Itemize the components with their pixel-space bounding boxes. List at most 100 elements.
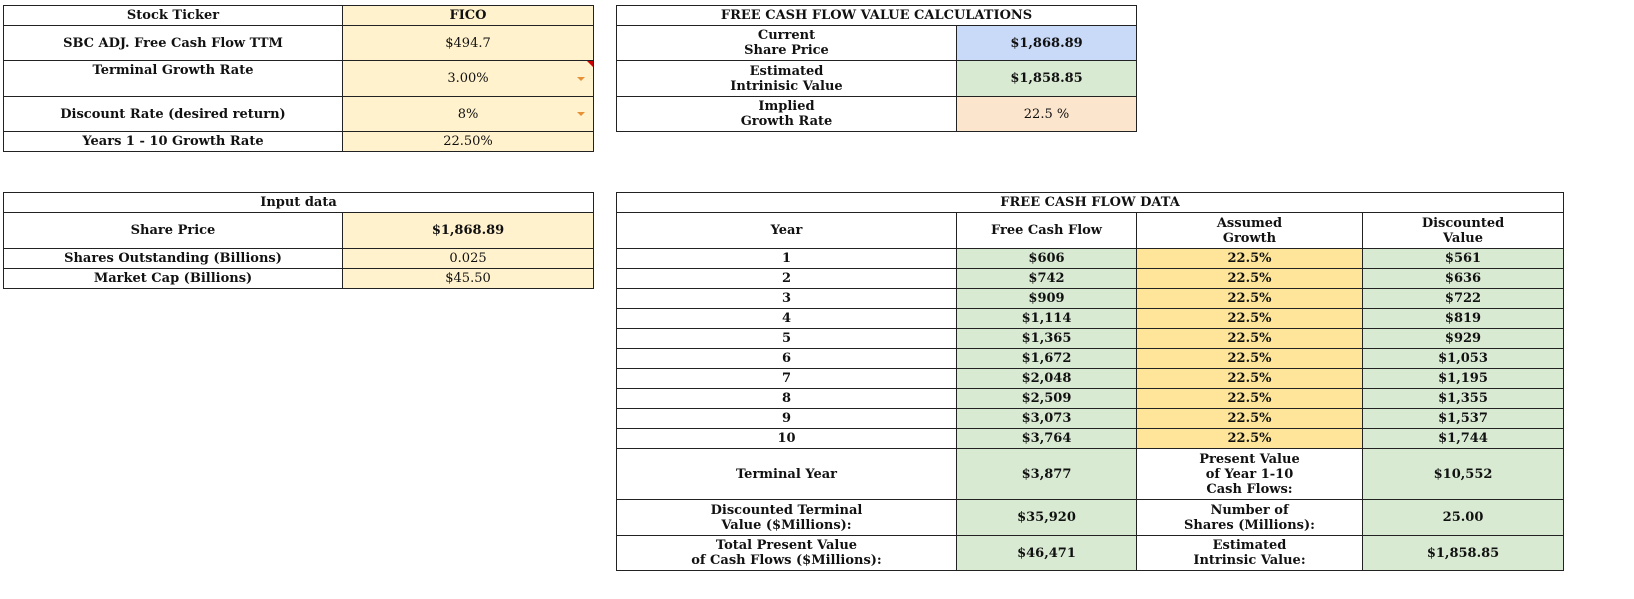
ticker-input[interactable]: FICO <box>342 5 594 26</box>
summary-row: Discounted Terminal Value ($Millions): $… <box>616 499 1565 536</box>
intrinsic-value-value[interactable]: $1,858.85 <box>955 60 1138 97</box>
terminal-year-label: Terminal Year <box>616 448 957 500</box>
market-cap-value[interactable]: $45.50 <box>341 268 595 289</box>
growth-cell[interactable]: 22.5% <box>1136 268 1363 289</box>
year-cell[interactable]: 9 <box>616 408 957 429</box>
current-price-label: Current Share Price <box>616 25 957 61</box>
total-pv-label: Total Present Value of Cash Flows ($Mill… <box>616 535 957 571</box>
year-cell[interactable]: 7 <box>616 368 957 389</box>
growth-cell[interactable]: 22.5% <box>1136 388 1363 409</box>
shares-outstanding-label: Shares Outstanding (Billions) <box>3 248 343 269</box>
fcf-cell[interactable]: $606 <box>956 248 1137 269</box>
input-data-title: Input data <box>2 192 595 213</box>
fcf-cell[interactable]: $2,509 <box>956 388 1137 409</box>
discount-rate-label: Discount Rate (desired return) <box>3 96 343 132</box>
discounted-cell[interactable]: $819 <box>1361 308 1565 329</box>
summary-row: Terminal Year $3,877 Present Value of Ye… <box>616 448 1565 500</box>
comment-indicator-icon[interactable] <box>587 61 593 67</box>
terminal-growth-label: Terminal Growth Rate <box>3 60 343 97</box>
table-row: 7 $2,048 22.5% $1,195 <box>616 368 1565 389</box>
discounted-cell[interactable]: $561 <box>1361 248 1565 269</box>
table-row: 4 $1,114 22.5% $819 <box>616 308 1565 329</box>
discounted-terminal-label: Discounted Terminal Value ($Millions): <box>616 499 957 536</box>
implied-growth-label: Implied Growth Rate <box>616 96 957 132</box>
intrinsic-value-label: Estimated Intrinisic Value <box>616 60 957 97</box>
fcf-cell[interactable]: $2,048 <box>956 368 1137 389</box>
year-cell[interactable]: 5 <box>616 328 957 349</box>
number-of-shares-value[interactable]: 25.00 <box>1361 499 1565 536</box>
discounted-cell[interactable]: $1,537 <box>1361 408 1565 429</box>
table-row: 10 $3,764 22.5% $1,744 <box>616 428 1565 449</box>
estimated-intrinsic-value[interactable]: $1,858.85 <box>1361 535 1565 571</box>
fcf-cell[interactable]: $3,073 <box>956 408 1137 429</box>
fcf-cell[interactable]: $742 <box>956 268 1137 289</box>
implied-growth-value[interactable]: 22.5 % <box>955 96 1138 132</box>
discounted-cell[interactable]: $1,053 <box>1361 348 1565 369</box>
fcf-cell[interactable]: $3,764 <box>956 428 1137 449</box>
table-row: 2 $742 22.5% $636 <box>616 268 1565 289</box>
discounted-cell[interactable]: $636 <box>1361 268 1565 289</box>
growth-cell[interactable]: 22.5% <box>1136 428 1363 449</box>
discounted-cell[interactable]: $1,744 <box>1361 428 1565 449</box>
table-row: 8 $2,509 22.5% $1,355 <box>616 388 1565 409</box>
discounted-cell[interactable]: $1,195 <box>1361 368 1565 389</box>
share-price-value[interactable]: $1,868.89 <box>341 212 595 249</box>
inputs-table: Stock Ticker FICO SBC ADJ. Free Cash Flo… <box>3 5 594 152</box>
ticker-label: Stock Ticker <box>3 5 343 26</box>
valuation-table: FREE CASH FLOW VALUE CALCULATIONS Curren… <box>615 5 1138 132</box>
growth-cell[interactable]: 22.5% <box>1136 288 1363 309</box>
dropdown-arrow-icon[interactable] <box>577 112 585 116</box>
table-row: 6 $1,672 22.5% $1,053 <box>616 348 1565 369</box>
total-pv-value[interactable]: $46,471 <box>956 535 1137 571</box>
fcf-cell[interactable]: $1,114 <box>956 308 1137 329</box>
growth-cell[interactable]: 22.5% <box>1136 248 1363 269</box>
discounted-cell[interactable]: $929 <box>1361 328 1565 349</box>
growth-cell[interactable]: 22.5% <box>1136 308 1363 329</box>
year-cell[interactable]: 2 <box>616 268 957 289</box>
growth-cell[interactable]: 22.5% <box>1136 408 1363 429</box>
growth-rate-input[interactable]: 22.50% <box>342 131 594 152</box>
growth-cell[interactable]: 22.5% <box>1136 348 1363 369</box>
fcf-data-table: FREE CASH FLOW DATA Year Free Cash Flow … <box>615 192 1565 571</box>
discounted-cell[interactable]: $1,355 <box>1361 388 1565 409</box>
table-row: 5 $1,365 22.5% $929 <box>616 328 1565 349</box>
estimated-intrinsic-label: Estimated Intrinsic Value: <box>1136 535 1363 571</box>
number-of-shares-label: Number of Shares (Millions): <box>1136 499 1363 536</box>
header-free-cash-flow: Free Cash Flow <box>956 212 1137 249</box>
terminal-year-value[interactable]: $3,877 <box>956 448 1137 500</box>
share-price-label: Share Price <box>3 212 343 249</box>
fcf-data-title: FREE CASH FLOW DATA <box>615 192 1565 213</box>
summary-row: Total Present Value of Cash Flows ($Mill… <box>616 535 1565 571</box>
header-assumed-growth: Assumed Growth <box>1136 212 1363 249</box>
terminal-growth-value: 3.00% <box>447 71 489 86</box>
dropdown-arrow-icon[interactable] <box>577 76 585 81</box>
terminal-growth-dropdown[interactable]: 3.00% <box>342 60 594 97</box>
growth-cell[interactable]: 22.5% <box>1136 328 1363 349</box>
year-cell[interactable]: 3 <box>616 288 957 309</box>
shares-outstanding-value[interactable]: 0.025 <box>341 248 595 269</box>
year-cell[interactable]: 1 <box>616 248 957 269</box>
fcf-cell[interactable]: $909 <box>956 288 1137 309</box>
table-row: 9 $3,073 22.5% $1,537 <box>616 408 1565 429</box>
pv-cash-flows-value[interactable]: $10,552 <box>1361 448 1565 500</box>
pv-cash-flows-label: Present Value of Year 1-10 Cash Flows: <box>1136 448 1363 500</box>
table-row: 3 $909 22.5% $722 <box>616 288 1565 309</box>
discounted-cell[interactable]: $722 <box>1361 288 1565 309</box>
fcf-cell[interactable]: $1,365 <box>956 328 1137 349</box>
input-data-table: Input data Share Price $1,868.89 Shares … <box>2 192 595 289</box>
fcf-ttm-label: SBC ADJ. Free Cash Flow TTM <box>3 25 343 61</box>
year-cell[interactable]: 6 <box>616 348 957 369</box>
discount-rate-value: 8% <box>457 106 479 122</box>
fcf-ttm-input[interactable]: $494.7 <box>342 25 594 61</box>
year-cell[interactable]: 8 <box>616 388 957 409</box>
fcf-cell[interactable]: $1,672 <box>956 348 1137 369</box>
growth-cell[interactable]: 22.5% <box>1136 368 1363 389</box>
valuation-title: FREE CASH FLOW VALUE CALCULATIONS <box>615 5 1138 26</box>
growth-rate-label: Years 1 - 10 Growth Rate <box>3 131 343 152</box>
discounted-terminal-value[interactable]: $35,920 <box>956 499 1137 536</box>
current-price-value[interactable]: $1,868.89 <box>955 25 1138 61</box>
table-row: 1 $606 22.5% $561 <box>616 248 1565 269</box>
year-cell[interactable]: 4 <box>616 308 957 329</box>
discount-rate-dropdown[interactable]: 8% <box>342 96 594 132</box>
year-cell[interactable]: 10 <box>616 428 957 449</box>
